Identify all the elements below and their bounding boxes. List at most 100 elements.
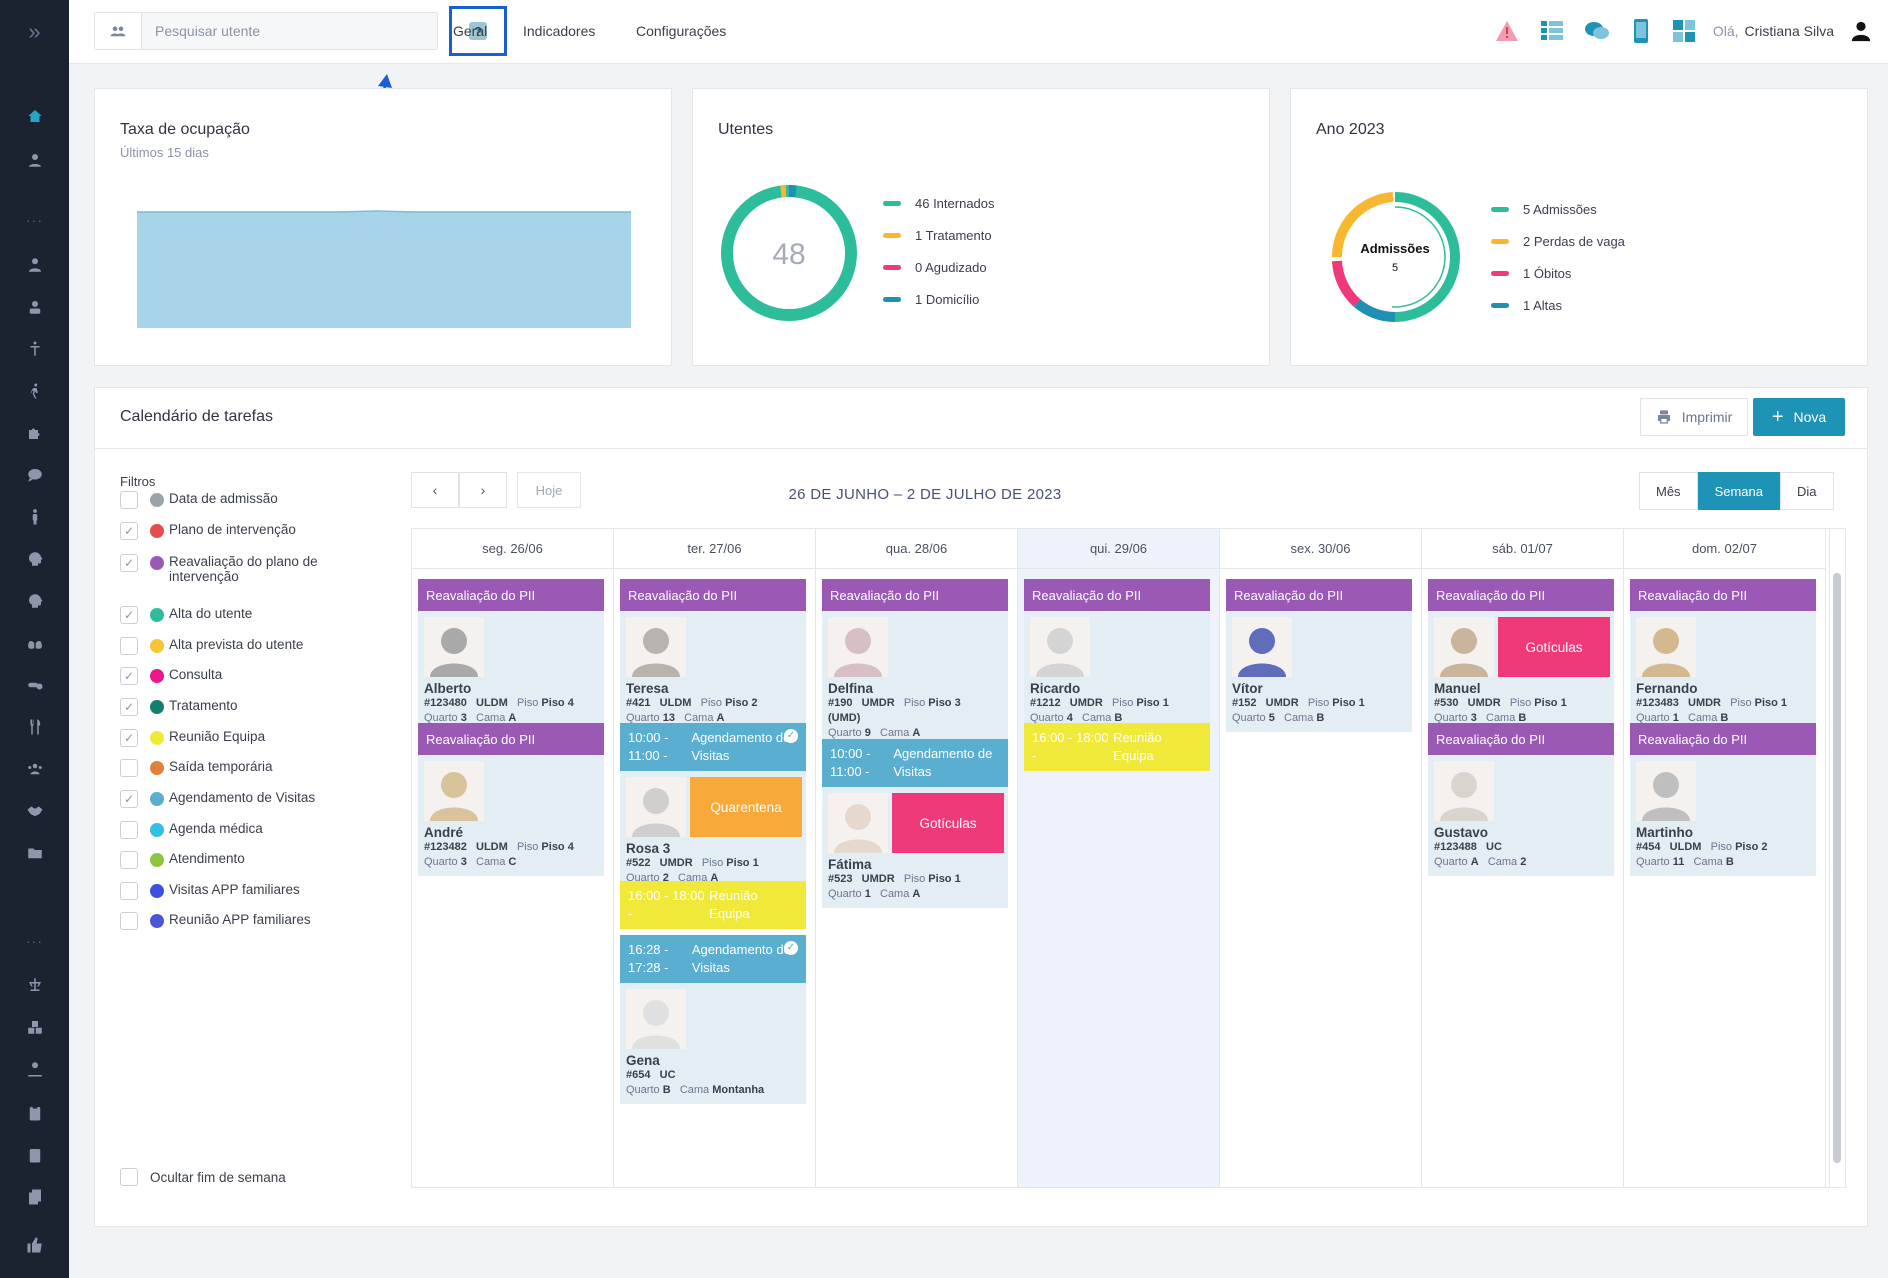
filter-item[interactable]: ✓ Reunião Equipa	[120, 729, 350, 747]
filter-item[interactable]: Data de admissão	[120, 491, 350, 509]
nav-configuracoes[interactable]: Configurações	[636, 23, 727, 39]
pills-icon[interactable]	[0, 670, 69, 700]
event-card[interactable]: Reavaliação do PII Alberto #123480 ULDM P…	[418, 579, 604, 732]
prev-week-button[interactable]: ‹	[411, 472, 459, 508]
user-avatar-icon[interactable]	[1850, 20, 1872, 47]
filter-checkbox[interactable]: ✓	[120, 606, 138, 624]
visit-event-card[interactable]: 16:28 - 17:28 - Agendamento de Visitas ✓ G…	[620, 935, 806, 1104]
filter-item[interactable]: ✓ Tratamento	[120, 698, 350, 716]
next-week-button[interactable]: ›	[459, 472, 507, 508]
event-card[interactable]: Reavaliação do PII Fernando #123483 UMDR …	[1630, 579, 1816, 732]
filter-checkbox[interactable]: ✓	[120, 698, 138, 716]
view-month-button[interactable]: Mês	[1639, 472, 1698, 510]
messages-icon[interactable]	[1585, 20, 1609, 47]
event-card[interactable]: Reavaliação do PII Delfina #190 UMDR Piso…	[822, 579, 1008, 747]
filter-checkbox[interactable]	[120, 821, 138, 839]
new-task-button[interactable]: + Nova	[1753, 398, 1845, 436]
filter-item[interactable]: ✓ Alta do utente	[120, 606, 350, 624]
exercise-icon[interactable]	[0, 334, 69, 364]
filter-item[interactable]: Alta prevista do utente	[120, 637, 350, 655]
today-button[interactable]: Hoje	[517, 472, 581, 508]
filter-checkbox[interactable]: ✓	[120, 522, 138, 540]
event-card[interactable]: Reavaliação do PII Gotículas Manuel #530 U…	[1428, 579, 1614, 732]
event-card[interactable]: Reavaliação do PII Martinho #454 ULDM Pis…	[1630, 723, 1816, 876]
lungs-icon[interactable]	[0, 628, 69, 658]
help-button[interactable]: ?	[449, 6, 507, 56]
filter-checkbox[interactable]	[120, 759, 138, 777]
calendar-nav: ‹ ›	[411, 472, 507, 508]
view-day-button[interactable]: Dia	[1779, 472, 1834, 510]
puzzle-icon[interactable]	[0, 418, 69, 448]
boxes-icon[interactable]	[0, 1012, 69, 1042]
filter-checkbox[interactable]	[120, 912, 138, 930]
event-card[interactable]: Reavaliação do PII Ricardo #1212 UMDR Pis…	[1024, 579, 1210, 732]
filter-checkbox[interactable]	[120, 851, 138, 869]
folder-icon[interactable]	[0, 838, 69, 868]
filter-item[interactable]: Agenda médica	[120, 821, 350, 839]
filter-item[interactable]: ✓ Agendamento de Visitas	[120, 790, 350, 808]
filter-item[interactable]: ✓ Plano de intervenção	[120, 522, 350, 540]
event-card[interactable]: Reavaliação do PII Vítor #152 UMDR Piso P…	[1226, 579, 1412, 732]
nav-indicadores[interactable]: Indicadores	[523, 23, 596, 39]
filter-item[interactable]: ✓ Reavaliação do plano de intervenção	[120, 554, 350, 584]
user-icon[interactable]	[0, 145, 69, 175]
doctor-icon[interactable]	[0, 250, 69, 280]
tablet-icon[interactable]	[1633, 19, 1649, 48]
group-icon[interactable]	[0, 754, 69, 784]
filter-label: Agenda médica	[169, 821, 263, 836]
walking-icon[interactable]	[0, 376, 69, 406]
scrollbar-thumb[interactable]	[1833, 573, 1841, 1163]
nav-geral[interactable]: Geral	[453, 23, 488, 39]
nurse-icon[interactable]	[0, 292, 69, 322]
utentes-donut-chart: 48	[721, 185, 857, 321]
event-card[interactable]: Reavaliação do PII Gustavo #123488 UC Qua…	[1428, 723, 1614, 876]
documents-icon[interactable]	[0, 1182, 69, 1212]
filter-checkbox[interactable]	[120, 491, 138, 509]
visit-event-card[interactable]: 10:00 - 11:00 - Agendamento de Visitas Go…	[822, 739, 1008, 908]
list-icon[interactable]	[1541, 20, 1563, 47]
event-card[interactable]: Reavaliação do PII Teresa #421 ULDM Piso …	[620, 579, 806, 732]
home-settings-icon[interactable]	[0, 101, 69, 131]
filter-item[interactable]: ✓ Consulta	[120, 667, 350, 685]
filter-checkbox[interactable]: ✓	[120, 667, 138, 685]
filter-item[interactable]: Visitas APP familiares	[120, 882, 350, 900]
user-name[interactable]: Cristiana Silva	[1744, 23, 1834, 39]
people-icon[interactable]	[95, 13, 142, 49]
filter-item[interactable]: Saída temporária	[120, 759, 350, 777]
event-card[interactable]: Reavaliação do PII André #123482 ULDM Pis…	[418, 723, 604, 876]
chat-icon[interactable]	[0, 460, 69, 490]
view-week-button[interactable]: Semana	[1697, 472, 1780, 510]
filter-checkbox[interactable]: ✓	[120, 790, 138, 808]
filter-checkbox[interactable]	[120, 882, 138, 900]
meeting-event-card[interactable]: 16:00 - 18:00 - Reunião Equipa	[1024, 723, 1210, 771]
warning-icon[interactable]	[1495, 20, 1519, 47]
hide-weekend-checkbox[interactable]	[120, 1168, 138, 1186]
handshake-icon[interactable]	[0, 796, 69, 826]
brain-icon[interactable]	[0, 544, 69, 574]
print-button[interactable]: Imprimir	[1640, 398, 1748, 436]
person-icon[interactable]	[0, 502, 69, 532]
thumbs-up-icon[interactable]	[0, 1230, 69, 1260]
calendar-card: Calendário de tarefas Imprimir + Nova Fi…	[94, 387, 1868, 1227]
filter-checkbox[interactable]	[120, 637, 138, 655]
scale-icon[interactable]	[0, 970, 69, 1000]
filter-checkbox[interactable]: ✓	[120, 554, 138, 572]
search-input[interactable]	[142, 13, 372, 49]
dashboard-icon[interactable]	[1673, 20, 1695, 47]
filter-item[interactable]: Reunião APP familiares	[120, 912, 350, 930]
patient-photo	[1232, 617, 1292, 677]
clipboard-check-icon[interactable]	[0, 1140, 69, 1170]
visit-event-card[interactable]: 10:00 - 11:00 - Agendamento de Visitas ✓ Q…	[620, 723, 806, 892]
calendar-title: Calendário de tarefas	[120, 408, 273, 425]
filter-item[interactable]: Atendimento	[120, 851, 350, 869]
clipboard-icon[interactable]	[0, 1098, 69, 1128]
food-icon[interactable]	[0, 712, 69, 742]
expand-sidebar-icon[interactable]: »	[28, 19, 41, 44]
mind-icon[interactable]	[0, 586, 69, 616]
legend-tratamento: 1 Tratamento	[883, 227, 995, 243]
hide-weekend-toggle[interactable]: Ocultar fim de semana	[120, 1168, 286, 1186]
calendar-scrollbar[interactable]	[1829, 529, 1845, 1187]
filter-checkbox[interactable]: ✓	[120, 729, 138, 747]
caregiver-icon[interactable]	[0, 1054, 69, 1084]
meeting-event-card[interactable]: 16:00 - 18:00 - Reunião Equipa	[620, 881, 806, 929]
